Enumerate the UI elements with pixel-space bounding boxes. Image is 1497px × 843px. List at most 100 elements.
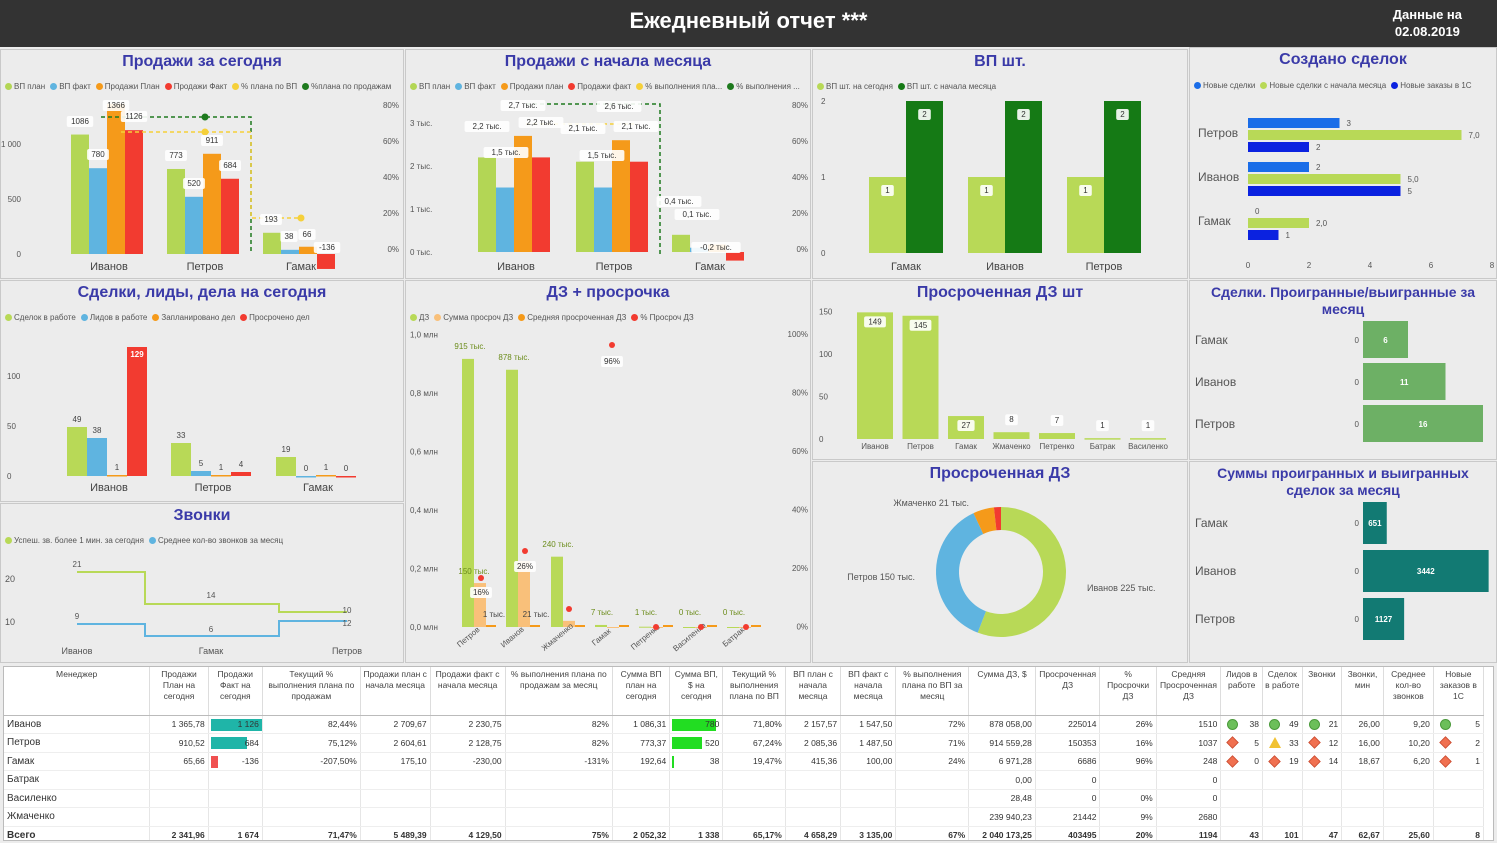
legend-dot bbox=[5, 314, 12, 321]
column-header[interactable]: Продажи План на сегодня bbox=[149, 667, 209, 716]
legend-item[interactable]: Успеш. зв. более 1 мин. за сегодня bbox=[5, 536, 144, 545]
x-tick: Петров bbox=[332, 646, 362, 656]
legend-item[interactable]: Продажи Факт bbox=[164, 82, 227, 91]
legend-item[interactable]: ВП шт. на сегодня bbox=[817, 82, 893, 91]
table-cell bbox=[1341, 789, 1384, 808]
y-tick: 0 тыс. bbox=[410, 248, 432, 257]
legend-item[interactable]: Продажи план bbox=[500, 82, 563, 91]
y2-tick: 0% bbox=[387, 245, 399, 254]
table-row[interactable]: Гамак 65,66 -136 -207,50% 175,10 -230,00 -131%… bbox=[4, 752, 1485, 771]
bar bbox=[707, 625, 717, 627]
column-header[interactable]: Средняя Просроченная ДЗ bbox=[1156, 667, 1222, 716]
legend-item[interactable]: Продажи факт bbox=[568, 82, 631, 91]
bar bbox=[1084, 438, 1121, 440]
table-cell: Всего bbox=[4, 825, 151, 840]
data-label: 1 bbox=[984, 186, 989, 195]
legend-item[interactable]: Новые сделки с начала месяца bbox=[1260, 81, 1386, 90]
table-row[interactable]: Батрак 0,00 0 0 bbox=[4, 770, 1485, 790]
data-label: 1 тыс. bbox=[483, 610, 505, 619]
legend-item[interactable]: Сделок в работе bbox=[5, 313, 76, 322]
legend-item[interactable]: ВП шт. с начала месяца bbox=[897, 82, 996, 91]
cell-value: 65,66 bbox=[183, 756, 205, 767]
table-cell: 20% bbox=[1099, 825, 1157, 840]
table-row[interactable]: Жмаченко 239 940,23 21442 9% 2680 bbox=[4, 807, 1485, 827]
data-label: 2,2 тыс. bbox=[527, 118, 556, 127]
legend-item[interactable]: Просрочено дел bbox=[240, 313, 310, 322]
legend-item[interactable]: Запланировано дел bbox=[152, 313, 235, 322]
cell-value: 26,00 bbox=[1358, 719, 1380, 730]
column-header[interactable]: Сумма ВП план на сегодня bbox=[612, 667, 671, 716]
legend-item[interactable]: ВП факт bbox=[50, 82, 91, 91]
legend-item[interactable]: Лидов в работе bbox=[80, 313, 147, 322]
bar bbox=[107, 103, 125, 254]
legend-item[interactable]: % Просроч ДЗ bbox=[631, 313, 694, 322]
column-header[interactable]: Продажи Факт на сегодня bbox=[208, 667, 263, 716]
bar bbox=[1104, 101, 1141, 253]
column-header[interactable]: Сделок в работе bbox=[1262, 667, 1303, 716]
legend-dot bbox=[80, 314, 88, 321]
legend-item[interactable]: Продажи План bbox=[95, 82, 160, 91]
data-label: 21 bbox=[73, 560, 82, 569]
x-tick: Иванов bbox=[90, 482, 128, 494]
column-header[interactable]: Сумма ДЗ, $ bbox=[968, 667, 1036, 716]
legend-item[interactable]: ДЗ bbox=[410, 313, 429, 322]
data-label: 0 bbox=[1355, 615, 1360, 624]
column-header[interactable]: Сумма ВП, $ на сегодня bbox=[669, 667, 724, 716]
table-row[interactable]: Иванов 1 365,78 1 126 82,44% 2 709,67 2 230,7… bbox=[4, 715, 1485, 734]
date-label: Данные на bbox=[1392, 7, 1462, 22]
column-header[interactable]: ВП факт с начала месяца bbox=[840, 667, 897, 716]
legend-item[interactable]: Сумма просроч ДЗ bbox=[434, 313, 513, 322]
data-label: 33 bbox=[177, 431, 186, 440]
manager-table[interactable]: Менеджер Продажи План на сегодня Продажи Ф… bbox=[3, 666, 1494, 841]
legend-item[interactable]: ВП план bbox=[410, 82, 450, 91]
column-header[interactable]: % выполнения плана по продажам за месяц bbox=[505, 667, 613, 716]
column-header[interactable]: Звонки, мин bbox=[1341, 667, 1384, 716]
column-header[interactable]: Продажи факт с начала месяца bbox=[430, 667, 506, 716]
column-header[interactable]: Среднее кол-во звонков bbox=[1383, 667, 1434, 716]
data-label: 16 bbox=[1419, 420, 1428, 429]
legend-item[interactable]: % выполнения пла... bbox=[636, 82, 722, 91]
data-label-bg bbox=[260, 214, 282, 225]
y2-tick: 20% bbox=[383, 209, 399, 218]
table-cell bbox=[785, 807, 842, 827]
data-label: 2 bbox=[1120, 110, 1125, 119]
legend-item[interactable]: ВП план bbox=[5, 82, 45, 91]
data-label-bg bbox=[483, 147, 529, 158]
bar bbox=[993, 432, 1030, 439]
cell-value: 19 bbox=[1289, 756, 1299, 767]
column-header[interactable]: Просроченная ДЗ bbox=[1035, 667, 1101, 716]
chart-vp-count: 2 1 0 1 2 Гамак 1 2 Иванов 1 2 Петров bbox=[821, 97, 1141, 273]
bar bbox=[462, 358, 474, 627]
column-header[interactable]: Текущий % выполнения плана по продажам bbox=[262, 667, 361, 716]
column-header[interactable]: ВП план с начала месяца bbox=[785, 667, 842, 716]
legend-item[interactable]: %плана по продажам bbox=[302, 82, 391, 91]
cell-value: 21 bbox=[1328, 719, 1339, 730]
legend-item[interactable]: ВП факт bbox=[455, 82, 496, 91]
legend-item[interactable]: Средняя просроченная ДЗ bbox=[518, 313, 626, 322]
column-header[interactable]: % выполнения плана по ВП за месяц bbox=[895, 667, 970, 716]
legend-item[interactable]: Новые заказы в 1С bbox=[1391, 81, 1472, 90]
y-tick: 2 тыс. bbox=[410, 162, 432, 171]
column-header[interactable]: Текущий % выполнения плана по ВП bbox=[722, 667, 786, 716]
table-row[interactable]: Василенко 28,48 0 0% 0 bbox=[4, 789, 1485, 808]
total-row[interactable]: Всего 2 341,96 1 674 71,47% 5 489,39 4 129,50… bbox=[4, 825, 1485, 840]
bar bbox=[595, 624, 607, 627]
cell-value: Батрак bbox=[7, 774, 39, 786]
column-header[interactable]: Продажи план с начала месяца bbox=[360, 667, 431, 716]
legend-dot bbox=[500, 83, 508, 90]
table-row[interactable]: Петров 910,52 684 75,12% 2 604,61 2 128,75 82%… bbox=[4, 733, 1485, 753]
table-cell: 71,47% bbox=[262, 825, 361, 840]
column-header[interactable]: Лидов в работе bbox=[1220, 667, 1263, 716]
column-header[interactable]: Новые заказов в 1С bbox=[1433, 667, 1485, 716]
legend-item[interactable]: Новые сделки bbox=[1194, 81, 1255, 90]
cell-value: 225014 bbox=[1068, 719, 1097, 730]
column-header[interactable]: % Просрочки ДЗ bbox=[1099, 667, 1157, 716]
donut-slice bbox=[993, 507, 1001, 531]
legend-item[interactable]: Среднее кол-во звонков за месяц bbox=[148, 536, 283, 545]
table-cell: 3 135,00 bbox=[840, 825, 897, 840]
column-header[interactable]: Звонки bbox=[1302, 667, 1343, 716]
column-header[interactable]: Менеджер bbox=[4, 667, 151, 716]
panel-calls: Звонки Успеш. зв. более 1 мин. за сегодн… bbox=[0, 503, 404, 663]
legend-item[interactable]: % плана по ВП bbox=[232, 82, 297, 91]
legend-item[interactable]: % выполнения ... bbox=[727, 82, 800, 91]
